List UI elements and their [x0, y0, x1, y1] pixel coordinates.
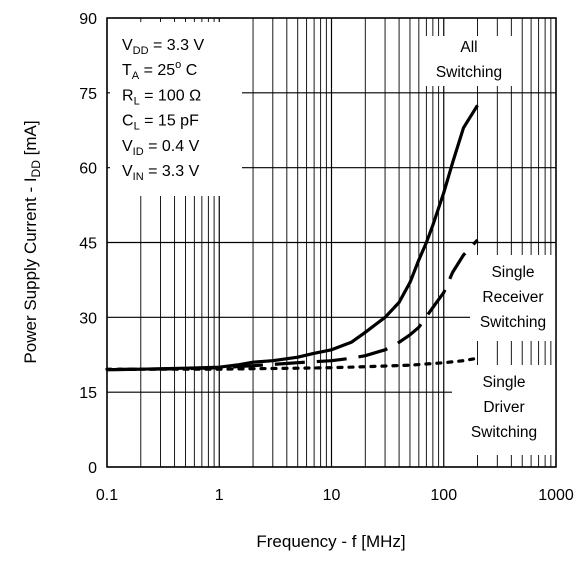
- y-tick-label: 45: [79, 236, 97, 253]
- receiver-switching-label-box: [470, 255, 556, 341]
- condition-value: = 15 pF: [140, 113, 199, 130]
- driver-switching-label-box: [452, 365, 556, 455]
- curve-labels: All Switching Single Receiver Switching Singl…: [436, 39, 546, 441]
- condition-subscript: DD: [133, 45, 149, 57]
- y-axis-title: Power Supply Current - IDD [mA]: [21, 120, 43, 363]
- condition-symbol: C: [122, 113, 134, 130]
- condition-line: RL = 100 Ω: [122, 87, 201, 107]
- condition-subscript: L: [134, 121, 140, 133]
- curve-label-line: Switching: [471, 424, 537, 441]
- condition-value: = 0.4 V: [144, 138, 200, 155]
- y-tick-label: 30: [79, 310, 97, 327]
- curve-label-line: Receiver: [482, 289, 543, 306]
- condition-symbol: V: [122, 163, 133, 180]
- conditions-box: [110, 22, 242, 196]
- condition-symbol: V: [122, 37, 133, 54]
- condition-value: = 25: [139, 62, 175, 79]
- y-tick-label: 90: [79, 11, 97, 28]
- y-tick-label: 0: [88, 460, 97, 477]
- x-axis-title: Frequency - f [MHz]: [256, 532, 405, 551]
- condition-line: VIN = 3.3 V: [122, 163, 200, 183]
- condition-unit: C: [181, 62, 197, 79]
- plot-frame: [106, 17, 557, 468]
- series-line-solid: [106, 104, 479, 372]
- condition-symbol: V: [122, 138, 133, 155]
- x-tick-label: 1: [215, 487, 224, 504]
- x-tick-label: 1000: [538, 487, 574, 504]
- condition-subscript: L: [134, 95, 140, 107]
- series-layer: [105, 104, 480, 372]
- y-tick-label: 15: [79, 385, 97, 402]
- x-tick-labels: 0.1 1 10 100 1000: [96, 487, 574, 504]
- curve-label-line: Single: [491, 264, 534, 281]
- curve-label-line: Switching: [436, 64, 502, 81]
- y-tick-labels: 0 15 30 45 60 75 90: [79, 11, 97, 477]
- x-tick-label: 0.1: [96, 487, 118, 504]
- condition-value: = 3.3 V: [149, 37, 205, 54]
- conditions-text: VDD = 3.3 VTA = 25o CRL = 100 ΩCL = 15 p…: [122, 37, 204, 183]
- condition-subscript: ID: [133, 146, 144, 158]
- curve-label-line: Single: [482, 374, 525, 391]
- condition-symbol: R: [122, 87, 134, 104]
- condition-value: = 100 Ω: [140, 87, 201, 104]
- condition-symbol: T: [122, 62, 132, 79]
- series-line-dashed: [106, 238, 479, 372]
- y-tick-label: 60: [79, 161, 97, 178]
- curve-label-line: All: [460, 39, 477, 56]
- curve-label-boxes: [423, 36, 556, 455]
- series-line-dotted: [105, 356, 480, 371]
- y-tick-label: 75: [79, 86, 97, 103]
- y-axis-title-main: Power Supply Current - I: [21, 177, 40, 363]
- condition-value: = 3.3 V: [144, 163, 200, 180]
- y-axis-title-sub: DD: [29, 160, 43, 178]
- condition-line: TA = 25o C: [122, 59, 197, 82]
- condition-subscript: IN: [133, 171, 144, 183]
- condition-superscript: o: [175, 59, 181, 71]
- condition-line: CL = 15 pF: [122, 113, 199, 133]
- curve-label-line: Driver: [483, 399, 524, 416]
- all-switching-label-box: [423, 36, 515, 86]
- y-axis-title-suffix: [mA]: [21, 120, 40, 160]
- condition-line: VID = 0.4 V: [122, 138, 200, 158]
- curve-label-line: Switching: [480, 314, 546, 331]
- condition-subscript: A: [132, 70, 140, 82]
- x-tick-label: 100: [430, 487, 457, 504]
- x-tick-label: 10: [323, 487, 341, 504]
- condition-line: VDD = 3.3 V: [122, 37, 204, 57]
